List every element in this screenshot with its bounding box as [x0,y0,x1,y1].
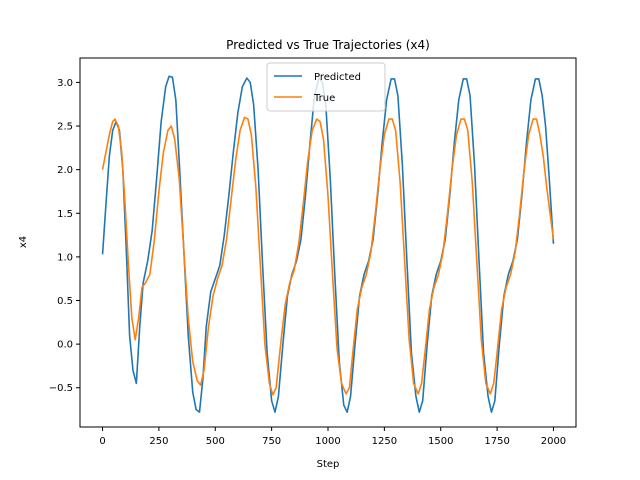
y-tick-label: 2.5 [57,122,73,133]
x-tick-label: 1250 [372,436,397,447]
x-tick-label: 750 [262,436,281,447]
legend-label-predicted: Predicted [314,72,361,83]
x-tick-label: 2000 [541,436,566,447]
x-tick-label: 0 [99,436,105,447]
x-tick-label: 1500 [428,436,453,447]
y-tick-label: 2.0 [57,165,73,176]
x-tick-label: 1000 [315,436,340,447]
legend: Predicted True [266,62,386,112]
y-tick-label: 0.5 [57,296,73,307]
legend-box [266,62,386,112]
y-tick-label: 1.5 [57,209,73,220]
x-tick-label: 250 [149,436,168,447]
legend-label-true: True [313,93,335,104]
y-axis-label: x4 [18,236,29,248]
series-line-true [101,116,555,396]
x-tick-label: 1750 [484,436,509,447]
y-tick-label: 1.0 [57,252,73,263]
x-tick-label: 500 [206,436,225,447]
chart-title: Predicted vs True Trajectories (x4) [226,38,430,52]
y-tick-label: −0.5 [49,383,73,394]
x-axis: 0 250 500 750 1000 1250 1500 1750 2000 [99,427,566,447]
y-axis: −0.5 0.0 0.5 1.0 1.5 2.0 2.5 3.0 [49,78,80,394]
x-axis-label: Step [317,459,340,470]
y-tick-label: 3.0 [57,78,73,89]
y-tick-label: 0.0 [57,340,73,351]
